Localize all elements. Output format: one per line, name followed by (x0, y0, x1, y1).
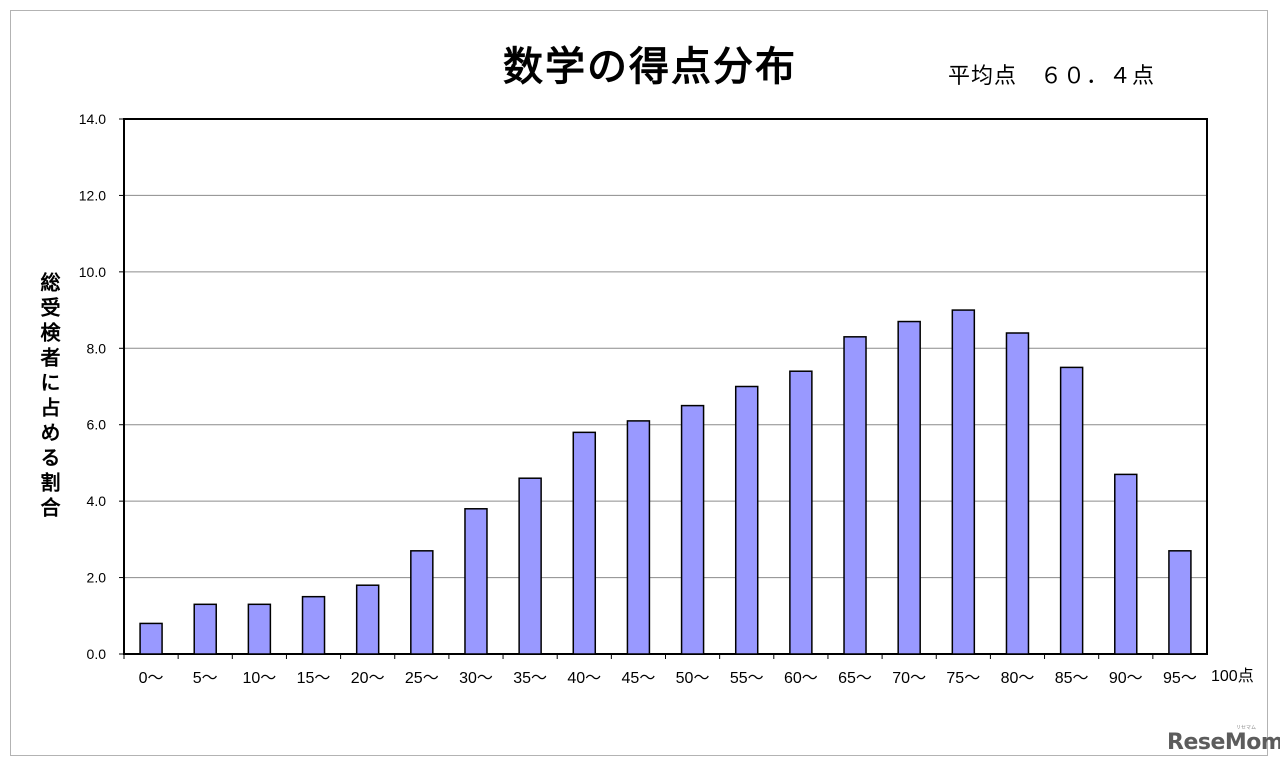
bar-17 (1059, 366, 1084, 655)
bar-2 (247, 603, 272, 655)
bar-6 (464, 508, 488, 655)
x-tick-label: 55～ (730, 670, 764, 687)
bar-5 (410, 550, 434, 655)
bar-9 (626, 420, 651, 655)
bar-12 (789, 370, 813, 655)
y-tick-label: 12.0 (79, 187, 106, 203)
resemom-logo-subtext: リセマム (1236, 725, 1257, 731)
bar-7 (518, 477, 542, 655)
bar-10 (680, 404, 705, 655)
bar-19 (1168, 550, 1192, 655)
y-tick-label: 6.0 (87, 417, 107, 433)
x-tick-label: 65～ (838, 670, 872, 687)
x-tick-label: 30～ (459, 670, 493, 687)
bar-13 (843, 336, 867, 655)
x-tick-label: 70～ (892, 670, 926, 687)
x-tick-label: 15～ (297, 670, 331, 687)
chart-frame (10, 10, 1268, 756)
x-tick-label: 35～ (513, 670, 547, 687)
bar-15 (951, 309, 976, 655)
average-score-label: 平均点 ６０．４点 (948, 64, 1156, 89)
plot-area-border (123, 118, 1208, 655)
bar-8 (572, 431, 597, 655)
bar-0 (139, 622, 163, 655)
x-tick-label: 45～ (622, 670, 656, 687)
y-tick-label: 10.0 (79, 264, 106, 280)
chart-title: 数学の得点分布 (503, 44, 797, 90)
bar-4 (355, 584, 380, 655)
x-tick-label: 95～ (1163, 670, 1197, 687)
x-tick-label: 75～ (946, 670, 980, 687)
x-tick-label: 40～ (567, 670, 601, 687)
resemom-logo: ReseMom (1167, 730, 1280, 755)
bar-1 (193, 603, 217, 655)
x-end-label: 100点 (1211, 667, 1254, 685)
x-tick-label: 50～ (676, 670, 710, 687)
bar-16 (1005, 332, 1030, 655)
x-tick-label: 85～ (1055, 670, 1089, 687)
x-tick-label: 60～ (784, 670, 818, 687)
x-tick-label: 0～ (139, 670, 164, 687)
y-tick-label: 8.0 (87, 340, 107, 356)
y-axis-label: 総受検者に占める割合 (37, 272, 61, 522)
y-tick-label: 4.0 (87, 493, 107, 509)
y-tick-label: 14.0 (79, 111, 106, 127)
y-tick-label: 2.0 (87, 570, 107, 586)
x-tick-label: 20～ (351, 670, 385, 687)
x-tick-label: 10～ (242, 670, 276, 687)
x-tick-label: 5～ (193, 670, 218, 687)
x-tick-label: 25～ (405, 670, 439, 687)
y-tick-label: 0.0 (87, 646, 107, 662)
bar-11 (734, 385, 759, 655)
x-tick-label: 80～ (1001, 670, 1035, 687)
bar-14 (897, 320, 921, 655)
bar-3 (301, 595, 326, 655)
x-tick-label: 90～ (1109, 670, 1143, 687)
bar-18 (1114, 473, 1138, 655)
